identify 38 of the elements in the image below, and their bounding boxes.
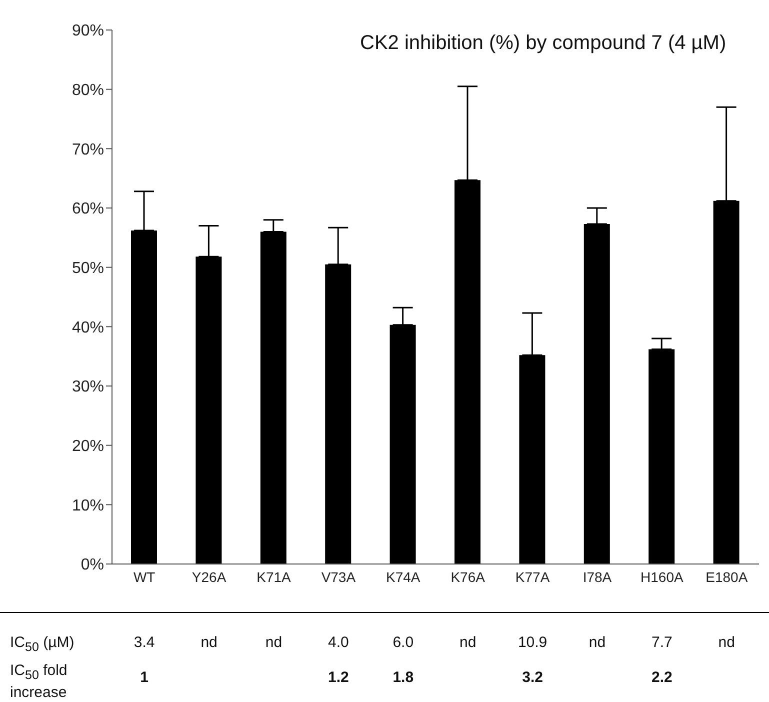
y-tick-label: 60% [72, 200, 104, 218]
x-tick-label: Y26A [192, 568, 227, 585]
x-tick-label: K77A [515, 568, 550, 585]
text: nd [200, 634, 218, 651]
y-tick-label: 30% [72, 378, 104, 396]
x-tick-label: WT [133, 568, 156, 585]
chart-title: CK2 inhibition (%) by compound 7 (4 µM) [360, 32, 726, 55]
y-tick-label: 10% [72, 497, 104, 514]
y-tick-label: 20% [72, 438, 104, 456]
y-tick-label: 50% [72, 260, 104, 278]
x-tick-label: E180A [706, 568, 748, 585]
x-tick-label: I78A [582, 568, 612, 585]
text: nd [588, 634, 606, 651]
y-tick-label: IC$_{50}$ fold increase [10, 662, 68, 701]
y-tick-label: 70% [72, 141, 104, 158]
y-tick-label: 80% [72, 82, 104, 100]
text: nd [718, 634, 735, 651]
text: 3.4 [134, 634, 155, 651]
y-tick-label: IC$_{50}$ (µM) [10, 634, 76, 656]
text: 10.9 [518, 634, 548, 651]
text: 1.8 [392, 669, 414, 686]
x-tick-label: K71A [256, 568, 292, 585]
text: 3.2 [522, 669, 543, 686]
x-tick-label: K74A [386, 568, 421, 585]
text: 4.0 [328, 634, 349, 651]
x-tick-label: V73A [321, 568, 356, 585]
y-tick-label: 0% [80, 556, 104, 574]
x-tick-label: K76A [450, 568, 486, 585]
text: 6.0 [392, 634, 414, 651]
y-tick-label: 40% [72, 319, 104, 336]
text: nd [460, 634, 476, 651]
y-tick-label: 90% [72, 22, 104, 40]
text: 7.7 [652, 634, 672, 651]
text: 1.2 [328, 669, 349, 686]
text: 1 [140, 669, 149, 686]
x-tick-label: H160A [640, 568, 684, 585]
text: 2.2 [652, 669, 672, 686]
text: nd [265, 634, 282, 651]
